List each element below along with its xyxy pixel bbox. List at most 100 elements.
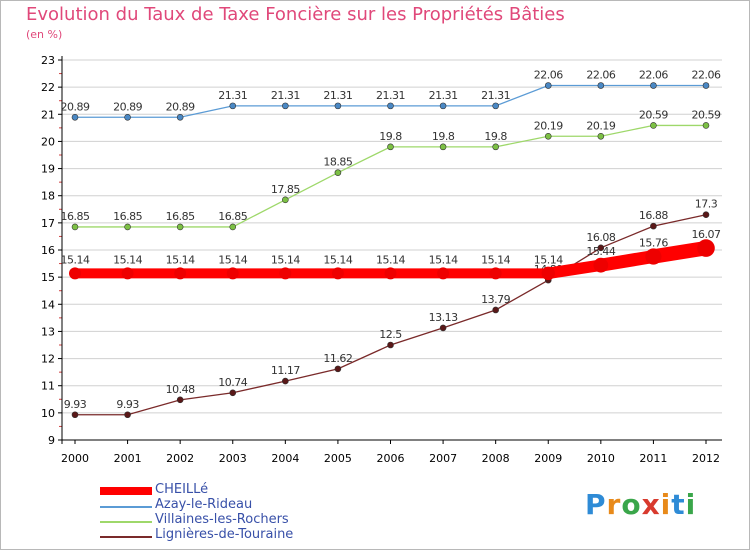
chart-title: Evolution du Taux de Taxe Foncière sur l… [26, 4, 565, 25]
data-label-ligni-res-de-touraine: 17.3 [695, 198, 718, 211]
data-point-cheill- [174, 267, 187, 280]
data-point-villaines-les-rochers [282, 196, 289, 204]
data-label-azay-le-rideau: 21.31 [481, 89, 510, 102]
data-point-cheill- [69, 267, 81, 280]
data-point-azay-le-rideau [71, 113, 79, 121]
data-label-cheill-: 15.44 [586, 245, 615, 258]
data-point-ligni-res-de-touraine [650, 222, 657, 230]
data-label-azay-le-rideau: 21.31 [218, 89, 247, 102]
data-label-azay-le-rideau: 21.31 [429, 89, 458, 102]
data-label-azay-le-rideau: 21.31 [271, 89, 300, 102]
data-point-villaines-les-rochers [176, 223, 184, 231]
legend-label-lignieres: Lignières-de-Touraine [155, 527, 294, 542]
y-tick-label: 20 [41, 135, 55, 148]
data-point-azay-le-rideau [492, 102, 499, 110]
y-tick-label: 11 [41, 380, 55, 393]
legend-swatch-lignieres [100, 536, 152, 538]
y-tick-label: 21 [41, 108, 55, 121]
x-tick-label: 2006 [377, 452, 405, 465]
data-point-villaines-les-rochers [544, 132, 552, 140]
y-tick-label: 12 [41, 353, 55, 366]
data-point-cheill- [121, 267, 134, 280]
data-point-villaines-les-rochers [334, 169, 342, 176]
data-label-villaines-les-rochers: 16.85 [113, 210, 142, 223]
data-label-villaines-les-rochers: 20.59 [692, 108, 721, 121]
data-point-villaines-les-rochers [229, 223, 237, 231]
data-label-ligni-res-de-touraine: 11.17 [271, 364, 300, 377]
x-tick-label: 2010 [587, 452, 615, 465]
data-point-ligni-res-de-touraine [387, 341, 394, 349]
data-point-cheill- [645, 248, 662, 265]
y-tick-label: 13 [41, 325, 55, 338]
y-tick-label: 9 [48, 434, 55, 447]
data-point-ligni-res-de-touraine [176, 396, 184, 404]
series-segment-cheill- [542, 259, 607, 280]
data-label-azay-le-rideau: 20.89 [166, 100, 195, 113]
data-label-villaines-les-rochers: 17.85 [271, 183, 300, 196]
y-tick-label: 22 [41, 81, 55, 94]
data-point-villaines-les-rochers [124, 223, 131, 231]
data-label-villaines-les-rochers: 19.8 [379, 130, 402, 143]
x-tick-label: 2007 [429, 452, 457, 465]
data-label-villaines-les-rochers: 16.85 [218, 210, 247, 223]
data-point-ligni-res-de-touraine [124, 411, 131, 419]
data-point-ligni-res-de-touraine [71, 411, 79, 419]
data-label-azay-le-rideau: 21.31 [376, 89, 405, 102]
x-tick-label: 2000 [61, 452, 89, 465]
data-point-cheill- [593, 257, 609, 273]
data-label-ligni-res-de-touraine: 12.5 [379, 328, 402, 341]
data-label-ligni-res-de-touraine: 13.79 [481, 293, 510, 306]
data-point-azay-le-rideau [544, 82, 552, 89]
legend-label-azay: Azay-le-Rideau [155, 497, 253, 512]
y-tick-label: 10 [41, 407, 55, 420]
legend-swatch-cheille [100, 487, 152, 495]
data-point-villaines-les-rochers [597, 132, 605, 140]
data-point-cheill- [279, 267, 292, 280]
data-label-cheill-: 15.14 [271, 253, 300, 266]
x-tick-label: 2011 [639, 452, 667, 465]
data-label-villaines-les-rochers: 16.85 [166, 210, 195, 223]
x-tick-label: 2002 [166, 452, 194, 465]
data-point-ligni-res-de-touraine [334, 365, 342, 373]
data-label-cheill-: 15.14 [429, 253, 458, 266]
y-tick-label: 15 [41, 271, 55, 284]
legend-label-cheille: CHEILLé [155, 482, 209, 497]
x-tick-label: 2004 [271, 452, 299, 465]
x-tick-label: 2005 [324, 452, 352, 465]
data-point-ligni-res-de-touraine [439, 324, 447, 332]
x-tick-label: 2003 [219, 452, 247, 465]
data-label-ligni-res-de-touraine: 16.88 [639, 209, 668, 222]
data-point-cheill- [331, 267, 344, 280]
data-label-villaines-les-rochers: 20.59 [639, 108, 668, 121]
legend-swatch-azay [100, 506, 152, 508]
data-label-villaines-les-rochers: 19.8 [484, 130, 507, 143]
data-label-cheill-: 15.14 [376, 253, 405, 266]
x-tick-label: 2009 [534, 452, 562, 465]
data-label-villaines-les-rochers: 16.85 [61, 210, 90, 223]
y-tick-label: 17 [41, 217, 55, 230]
data-point-cheill- [226, 267, 239, 280]
data-point-azay-le-rideau [597, 82, 605, 89]
legend-swatch-villaines [100, 521, 152, 523]
data-label-azay-le-rideau: 20.89 [61, 100, 90, 113]
data-point-villaines-les-rochers [387, 143, 394, 151]
data-point-azay-le-rideau [439, 102, 447, 110]
proxiti-logo: Proxiti [585, 488, 697, 521]
data-point-villaines-les-rochers [702, 122, 710, 129]
data-point-cheill- [697, 239, 715, 257]
data-point-azay-le-rideau [229, 102, 237, 110]
data-label-cheill-: 15.14 [113, 253, 142, 266]
data-point-azay-le-rideau [176, 113, 184, 121]
data-label-ligni-res-de-touraine: 9.93 [64, 398, 87, 411]
data-label-cheill-: 15.14 [61, 253, 90, 266]
data-label-villaines-les-rochers: 20.19 [534, 119, 563, 132]
data-label-ligni-res-de-touraine: 10.74 [218, 376, 247, 389]
line-chart: 9 10 11 12 13 14 15 16 17 18 19 20 21 22 23 2000 2001 200… [41, 54, 722, 465]
x-tick-label: 2008 [482, 452, 510, 465]
data-point-ligni-res-de-touraine [229, 389, 237, 397]
data-point-ligni-res-de-touraine [282, 377, 289, 385]
data-label-ligni-res-de-touraine: 9.93 [116, 398, 139, 411]
data-point-azay-le-rideau [334, 102, 342, 110]
data-label-cheill-: 15.76 [639, 237, 668, 250]
data-label-ligni-res-de-touraine: 16.08 [586, 231, 615, 244]
